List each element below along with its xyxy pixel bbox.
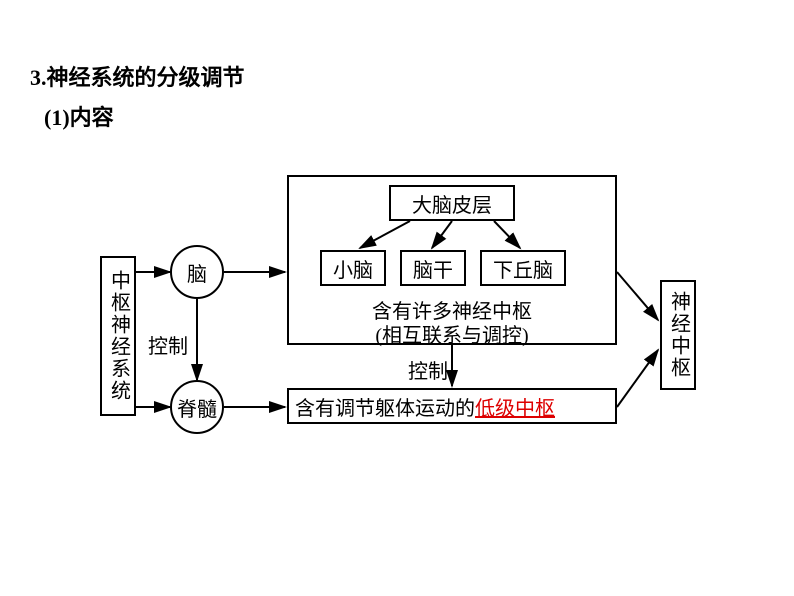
node-hypothalamus-label: 下丘脑 [493, 254, 553, 283]
node-brainstem: 脑干 [400, 250, 466, 286]
node-brain: 脑 [170, 245, 224, 299]
node-brain-label: 脑 [187, 258, 207, 287]
node-cortex-label: 大脑皮层 [412, 189, 492, 218]
node-cerebellum-label: 小脑 [333, 254, 373, 283]
node-cns: 中枢神经系统 [100, 256, 136, 416]
node-brainstem-label: 脑干 [413, 254, 453, 283]
label-control-bigbox-spinalrow: 控制 [408, 355, 448, 384]
section-heading: 3.神经系统的分级调节 [30, 60, 245, 92]
sub-heading: (1)内容 [44, 100, 114, 132]
spinal-row-red: 低级中枢 [475, 392, 555, 421]
label-control-brain-spinal: 控制 [148, 330, 188, 359]
node-nerve-center: 神经中枢 [660, 280, 696, 390]
node-cerebellum: 小脑 [320, 250, 386, 286]
node-cortex: 大脑皮层 [389, 185, 515, 221]
node-cns-label: 中枢神经系统 [106, 270, 131, 402]
node-nerve-center-label: 神经中枢 [666, 291, 691, 379]
brain-subbox-caption2: (相互联系与调控) [289, 319, 615, 348]
node-spinal: 脊髓 [170, 380, 224, 434]
spinal-row-prefix: 含有调节躯体运动的 [295, 392, 475, 421]
spinal-row-box: 含有调节躯体运动的低级中枢 [287, 388, 617, 424]
node-spinal-label: 脊髓 [177, 393, 217, 422]
node-hypothalamus: 下丘脑 [480, 250, 566, 286]
